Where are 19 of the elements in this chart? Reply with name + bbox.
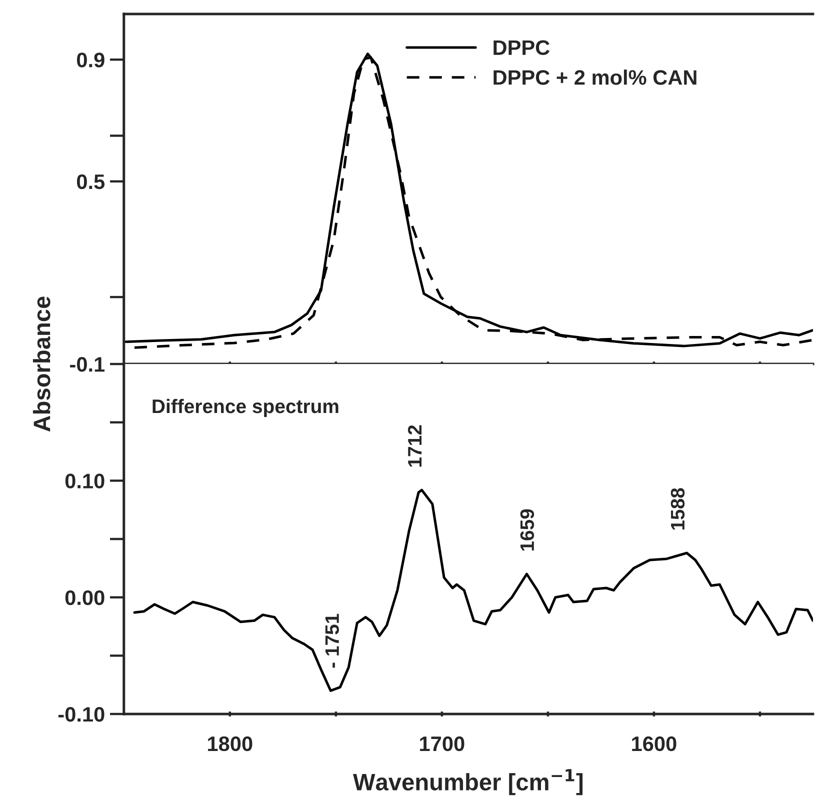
y-tick-label: 0.9 — [76, 52, 104, 68]
y-tick-label: 0.5 — [76, 174, 105, 190]
x-tick-label: 1700 — [420, 736, 464, 752]
annotation: 1659 — [520, 509, 534, 551]
y-tick-label: -0.1 — [70, 357, 105, 372]
x-tick-label: 1800 — [208, 736, 252, 752]
text: -0.10 — [58, 706, 104, 722]
y-tick-label: 0.00 — [65, 590, 104, 606]
x-tick-label: 1600 — [632, 736, 676, 752]
y-axis-title: Absorbance — [32, 296, 50, 432]
line-series — [133, 488, 813, 692]
legend-label: DPPC + 2 mol% CAN — [494, 70, 696, 85]
y-tick-label: 0.10 — [65, 474, 104, 488]
annotation: 1588 — [670, 488, 685, 530]
x-axis-title: Wavenumber [cm$^{−1}$] — [352, 769, 583, 796]
annotation: Difference spectrum — [152, 398, 338, 418]
legend-label: DPPC — [494, 40, 550, 56]
annotation: 1712 — [408, 425, 422, 467]
annotation: - 1751 — [325, 614, 340, 668]
